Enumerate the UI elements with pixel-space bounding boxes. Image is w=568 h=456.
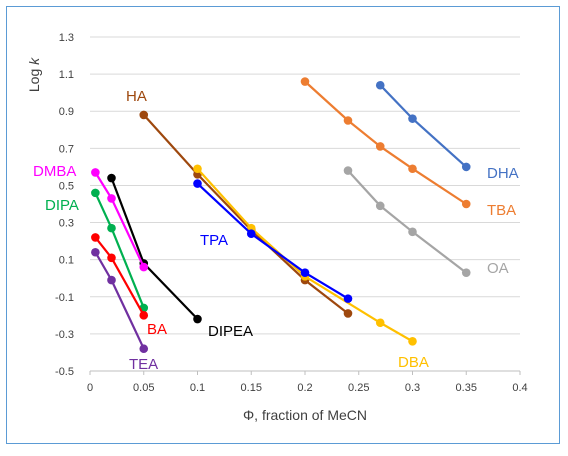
data-point-dha <box>375 80 385 90</box>
y-tick-label: 0.9 <box>59 106 74 118</box>
series-label-dipea: DIPEA <box>208 323 253 340</box>
data-point-tea <box>139 344 149 354</box>
x-tick-label: 0.3 <box>405 382 420 394</box>
data-point-ba <box>139 311 149 320</box>
y-axis-title-italic: k <box>26 57 42 65</box>
y-tick-label: -0.5 <box>55 366 74 378</box>
data-point-tba <box>300 77 310 86</box>
data-point-oa <box>408 227 417 237</box>
series-line-oa <box>347 169 467 274</box>
data-point-oa <box>461 268 471 277</box>
data-point-tpa <box>300 268 310 277</box>
data-point-tpa <box>193 179 202 188</box>
series-label-dmba: DMBA <box>33 163 76 180</box>
data-point-tpa <box>343 294 353 303</box>
y-tick-label: 1.3 <box>59 32 74 44</box>
x-tick-label: 0.25 <box>348 382 369 394</box>
series-label-tpa: TPA <box>200 232 228 249</box>
data-point-dipa <box>107 223 116 233</box>
data-point-tba <box>461 199 471 209</box>
series-line-tpa <box>196 182 349 300</box>
data-point-tea <box>91 247 100 257</box>
data-point-tea <box>107 275 116 285</box>
plot-area <box>91 77 471 354</box>
data-point-dba <box>193 164 202 174</box>
y-tick-label: 0.7 <box>59 143 74 155</box>
series-label-oa: OA <box>487 260 509 277</box>
data-point-tba <box>375 142 385 151</box>
series-label-dba: DBA <box>398 354 429 371</box>
series-label-ba: BA <box>147 321 167 338</box>
data-point-dba <box>375 318 385 328</box>
data-point-ha <box>139 110 149 120</box>
tick-labels: -0.5 -0.3 -0.1 0.1 0.3 0.5 0.7 0.9 1.1 1.3 0 0.05 0.… <box>55 32 528 394</box>
data-point-dha <box>461 162 471 172</box>
data-point-ba <box>107 253 116 263</box>
data-point-dba <box>408 337 417 346</box>
axes <box>89 370 521 375</box>
y-tick-label: -0.1 <box>55 292 74 304</box>
series-line-dipea <box>110 177 199 320</box>
data-point-oa <box>343 166 353 175</box>
x-tick-label: 0.15 <box>241 382 262 394</box>
data-point-dmba <box>91 168 100 177</box>
series-label-tba: TBA <box>487 202 516 219</box>
x-tick-label: 0.4 <box>512 382 527 394</box>
data-point-ha <box>343 309 353 318</box>
y-tick-label: 1.1 <box>59 69 74 81</box>
data-point-dipea <box>107 173 116 183</box>
gridlines <box>90 36 520 335</box>
data-point-dha <box>408 114 417 123</box>
data-point-ba <box>91 233 100 242</box>
series-line-dba <box>196 167 414 343</box>
data-point-tba <box>408 164 417 174</box>
x-tick-label: 0.35 <box>456 382 477 394</box>
x-tick-label: 0.2 <box>297 382 312 394</box>
x-tick-label: 0 <box>87 382 93 394</box>
data-point-oa <box>375 201 385 211</box>
series-label-tea: TEA <box>129 356 158 373</box>
data-point-dipea <box>193 314 202 324</box>
y-axis-title-main: Log <box>26 65 42 92</box>
y-tick-label: 0.1 <box>59 255 74 267</box>
y-tick-label: 0.5 <box>59 180 74 192</box>
series-label-ha: HA <box>126 88 147 105</box>
series-line-dmba <box>94 171 145 268</box>
y-tick-label: 0.3 <box>59 218 74 230</box>
series-label-dipa: DIPA <box>45 197 79 214</box>
y-tick-label: -0.3 <box>55 329 74 341</box>
data-point-tpa <box>246 229 256 238</box>
x-tick-label: 0.05 <box>133 382 154 394</box>
series-label-dha: DHA <box>487 165 519 182</box>
y-axis-title: Log k <box>26 57 42 92</box>
data-point-dmba <box>139 262 149 272</box>
data-point-dipa <box>91 188 100 198</box>
series-labels: DHA TBA OA HA DBA TPA DIPEA DMBA DIPA BA TEA <box>33 88 519 373</box>
data-point-dmba <box>107 194 116 203</box>
data-point-tba <box>343 116 353 125</box>
x-axis-title: Φ, fraction of MeCN <box>243 407 367 423</box>
x-tick-label: 0.1 <box>190 382 205 394</box>
